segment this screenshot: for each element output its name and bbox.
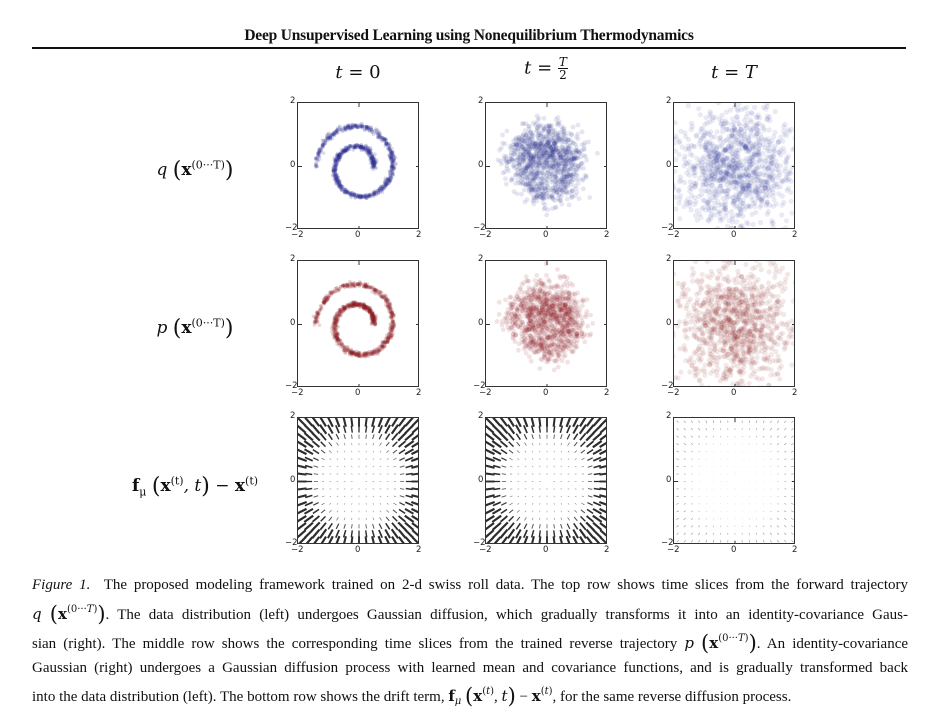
header-rule: [32, 47, 906, 49]
y-tick-label: 2: [290, 96, 295, 106]
column-label-t0: t = 0: [288, 62, 428, 83]
plot-drift-t0: [297, 417, 419, 544]
y-tick-label: 0: [290, 318, 295, 328]
x-tick-label: 2: [604, 545, 609, 555]
x-tick-label: 0: [355, 230, 360, 240]
y-tick-label: 2: [478, 254, 483, 264]
x-tick-label: 2: [416, 388, 421, 398]
x-tick-label: −2: [479, 545, 492, 555]
caption-label: Figure 1.: [32, 577, 90, 593]
paper-title: Deep Unsupervised Learning using Nonequi…: [0, 27, 938, 45]
y-tick-label: 0: [290, 160, 295, 170]
x-tick-label: −2: [479, 230, 492, 240]
y-tick-label: 2: [478, 96, 483, 106]
row-label-q: q (x(0···T)): [100, 158, 290, 183]
plot-q-t-half: [485, 102, 607, 229]
x-tick-label: 2: [604, 388, 609, 398]
x-tick-label: −2: [291, 388, 304, 398]
y-tick-label: 2: [666, 96, 671, 106]
x-tick-label: 0: [543, 545, 548, 555]
y-tick-label: 2: [666, 411, 671, 421]
x-tick-label: 2: [792, 230, 797, 240]
plot-p-t-half: [485, 260, 607, 387]
x-tick-label: 2: [792, 388, 797, 398]
x-tick-label: 2: [416, 545, 421, 555]
row-label-p: p (x(0···T)): [100, 316, 290, 341]
plot-p-tT: [673, 260, 795, 387]
x-tick-label: −2: [291, 545, 304, 555]
plot-p-t0: [297, 260, 419, 387]
x-tick-label: 0: [355, 545, 360, 555]
y-tick-label: 0: [478, 475, 483, 485]
x-tick-label: −2: [291, 230, 304, 240]
y-tick-label: 2: [666, 254, 671, 264]
x-tick-label: −2: [479, 388, 492, 398]
plot-drift-tT: [673, 417, 795, 544]
x-tick-label: −2: [667, 545, 680, 555]
y-tick-label: 0: [478, 318, 483, 328]
x-tick-label: 0: [731, 388, 736, 398]
x-tick-label: −2: [667, 388, 680, 398]
y-tick-label: 0: [290, 475, 295, 485]
column-label-tT: t = T: [664, 62, 804, 83]
plot-drift-t-half: [485, 417, 607, 544]
figure-caption: Figure 1. The proposed modeling framewor…: [32, 574, 908, 714]
x-tick-label: 2: [792, 545, 797, 555]
x-tick-label: 2: [604, 230, 609, 240]
plot-q-tT: [673, 102, 795, 229]
y-tick-label: 2: [290, 254, 295, 264]
x-tick-label: 0: [355, 388, 360, 398]
x-tick-label: 0: [543, 388, 548, 398]
y-tick-label: 0: [666, 475, 671, 485]
x-tick-label: 2: [416, 230, 421, 240]
plot-q-t0: [297, 102, 419, 229]
y-tick-label: 0: [666, 318, 671, 328]
row-label-drift: fμ (x(t), t) − x(t): [100, 474, 290, 499]
y-tick-label: 0: [666, 160, 671, 170]
x-tick-label: 0: [731, 230, 736, 240]
y-tick-label: 2: [478, 411, 483, 421]
x-tick-label: 0: [543, 230, 548, 240]
x-tick-label: 0: [731, 545, 736, 555]
y-tick-label: 2: [290, 411, 295, 421]
x-tick-label: −2: [667, 230, 680, 240]
y-tick-label: 0: [478, 160, 483, 170]
